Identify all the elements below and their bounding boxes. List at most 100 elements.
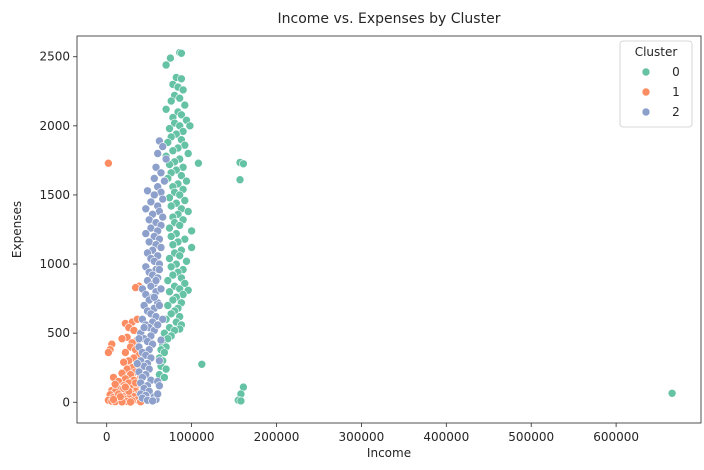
x-tick-label: 400000 xyxy=(423,430,469,444)
data-point xyxy=(104,348,113,357)
data-point xyxy=(151,163,161,172)
points-layer xyxy=(104,48,677,407)
data-point xyxy=(163,276,173,285)
data-point xyxy=(166,53,175,63)
data-point xyxy=(146,197,156,207)
data-point xyxy=(166,201,176,211)
legend-marker xyxy=(641,107,651,117)
data-point xyxy=(143,186,152,196)
chart-title: Income vs. Expenses by Cluster xyxy=(278,11,501,27)
x-tick-label: 100000 xyxy=(169,430,215,444)
data-point xyxy=(177,171,186,180)
data-point xyxy=(104,158,113,168)
data-point xyxy=(667,388,677,398)
data-point xyxy=(158,212,167,222)
data-point xyxy=(168,270,178,280)
data-point xyxy=(134,334,144,344)
data-point xyxy=(166,262,176,272)
data-point xyxy=(158,194,167,204)
y-tick-label: 0 xyxy=(62,395,70,409)
data-point xyxy=(180,196,190,205)
data-point xyxy=(183,207,193,216)
data-point xyxy=(178,85,188,95)
data-point xyxy=(155,301,164,310)
data-point xyxy=(156,284,166,294)
data-point xyxy=(168,146,178,155)
legend-marker xyxy=(641,67,651,77)
data-point xyxy=(180,100,190,110)
data-point xyxy=(160,348,169,357)
legend-label: 1 xyxy=(672,85,680,99)
data-point xyxy=(150,174,159,183)
data-point xyxy=(117,334,127,344)
x-tick-label: 300000 xyxy=(339,430,385,444)
data-point xyxy=(175,251,184,261)
data-point xyxy=(165,223,174,233)
data-point xyxy=(141,204,151,214)
data-point xyxy=(166,232,176,241)
y-tick-label: 2500 xyxy=(39,50,70,64)
data-point xyxy=(177,48,186,58)
y-tick-label: 1500 xyxy=(39,188,70,202)
data-point xyxy=(177,74,186,84)
data-point xyxy=(182,256,191,266)
legend-title: Cluster xyxy=(635,45,678,59)
data-point xyxy=(110,379,120,389)
data-point xyxy=(183,149,193,158)
data-point xyxy=(160,176,169,186)
y-tick-label: 500 xyxy=(47,326,70,340)
data-point xyxy=(175,93,184,103)
data-point xyxy=(121,382,130,392)
data-point xyxy=(165,124,174,133)
data-point xyxy=(156,168,166,178)
x-tick-label: 500000 xyxy=(508,430,554,444)
data-point xyxy=(187,226,196,236)
data-point xyxy=(146,281,156,291)
data-point xyxy=(194,158,203,168)
data-point xyxy=(153,320,162,330)
data-point xyxy=(187,243,196,252)
legend-label: 2 xyxy=(672,105,680,119)
data-point xyxy=(121,348,130,357)
data-point xyxy=(165,254,174,263)
x-tick-label: 200000 xyxy=(254,430,300,444)
data-point xyxy=(158,314,167,324)
x-tick-label: 0 xyxy=(103,430,111,444)
data-point xyxy=(161,364,171,374)
data-point xyxy=(166,309,176,319)
data-point xyxy=(163,301,173,310)
legend-box xyxy=(619,40,693,128)
legend: Cluster 0 1 2 xyxy=(619,40,693,128)
series-cluster-2 xyxy=(133,136,171,406)
data-point xyxy=(150,292,159,302)
data-point xyxy=(155,265,164,274)
data-point xyxy=(141,229,151,238)
data-point xyxy=(139,323,149,332)
legend-marker xyxy=(641,87,651,97)
data-point xyxy=(236,396,246,406)
data-point xyxy=(126,397,135,407)
data-point xyxy=(161,105,171,114)
data-point xyxy=(119,357,128,367)
data-point xyxy=(197,359,207,369)
data-point xyxy=(153,149,162,158)
y-axis: 0 500 1000 1500 2000 2500 xyxy=(39,50,77,409)
data-point xyxy=(177,110,186,120)
data-point xyxy=(185,121,195,131)
data-point xyxy=(166,96,176,106)
data-point xyxy=(150,190,159,200)
x-tick-label: 600000 xyxy=(593,430,639,444)
legend-label: 0 xyxy=(672,65,680,79)
data-point xyxy=(133,359,142,368)
data-point xyxy=(168,240,178,249)
data-point xyxy=(109,395,118,404)
data-point xyxy=(165,287,174,297)
data-point xyxy=(182,176,191,186)
plot-area xyxy=(76,35,702,424)
data-point xyxy=(156,243,166,252)
x-axis: 0 100000 200000 300000 400000 500000 600000 xyxy=(103,423,639,444)
data-point xyxy=(158,142,167,151)
data-point xyxy=(168,295,178,305)
legend-entries: 0 1 2 xyxy=(641,65,680,119)
